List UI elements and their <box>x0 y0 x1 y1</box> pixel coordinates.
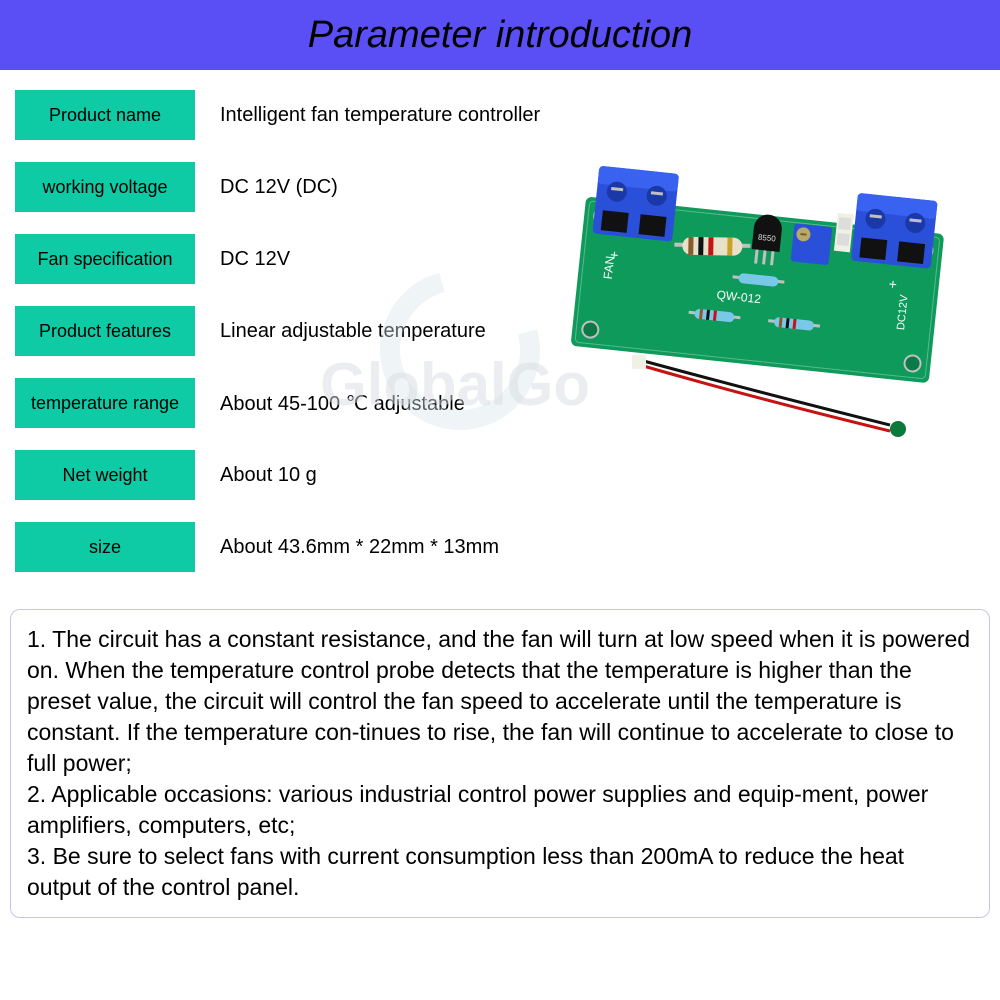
param-label: size <box>15 522 195 572</box>
svg-text:8550: 8550 <box>758 233 777 244</box>
content-area: GlobalGo Product name Intelligent fan te… <box>0 70 1000 604</box>
page-title-banner: Parameter introduction <box>0 0 1000 70</box>
param-label: temperature range <box>15 378 195 428</box>
param-value: Intelligent fan temperature controller <box>195 104 540 127</box>
svg-text:+: + <box>888 276 898 293</box>
param-label: Product features <box>15 306 195 356</box>
param-label: Net weight <box>15 450 195 500</box>
table-row: size About 43.6mm * 22mm * 13mm <box>15 522 985 572</box>
param-label: Fan specification <box>15 234 195 284</box>
param-value: DC 12V <box>195 248 290 271</box>
param-value: About 10 g <box>195 464 317 487</box>
param-value: About 43.6mm * 22mm * 13mm <box>195 536 499 559</box>
param-value: About 45-100 ℃ adjustable <box>195 391 465 416</box>
description-text: 1. The circuit has a constant resistance… <box>27 624 973 903</box>
svg-text:+: + <box>609 246 619 263</box>
param-label: Product name <box>15 90 195 140</box>
product-image: 8550 <box>550 165 970 465</box>
description-box: 1. The circuit has a constant resistance… <box>10 609 990 918</box>
param-label: working voltage <box>15 162 195 212</box>
param-value: DC 12V (DC) <box>195 176 338 199</box>
param-value: Linear adjustable temperature <box>195 320 486 343</box>
page-title: Parameter introduction <box>308 14 692 56</box>
table-row: Product name Intelligent fan temperature… <box>15 90 985 140</box>
